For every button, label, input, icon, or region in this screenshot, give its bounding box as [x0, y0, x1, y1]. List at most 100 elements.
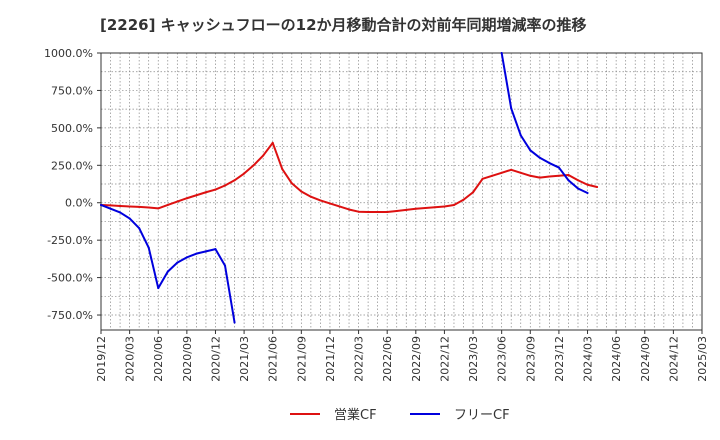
- data-point: [481, 177, 484, 180]
- data-point: [472, 191, 475, 194]
- data-point: [328, 202, 331, 205]
- series-1: [100, 141, 599, 214]
- data-point: [290, 182, 293, 185]
- y-tick-label: 250.0%: [51, 159, 93, 172]
- data-point: [233, 321, 236, 324]
- legend-item: 営業CF: [290, 407, 377, 423]
- y-tick-label: 500.0%: [51, 122, 93, 135]
- data-point: [538, 176, 541, 179]
- data-point: [357, 210, 360, 213]
- x-tick-label: 2022/03: [353, 336, 366, 382]
- data-point: [166, 203, 169, 206]
- x-tick-label: 2020/12: [209, 336, 222, 382]
- data-point: [100, 203, 102, 206]
- y-tick-label: -250.0%: [47, 234, 93, 247]
- data-point: [567, 179, 570, 182]
- data-point: [119, 205, 122, 208]
- data-point: [176, 261, 179, 264]
- x-axis: 2019/12 2020/03 2020/06 2020/09 2020/12 2021/…: [95, 330, 709, 382]
- x-tick-label: 2021/06: [267, 336, 280, 382]
- legend-item: フリーCF: [410, 408, 510, 423]
- data-point: [538, 156, 541, 159]
- x-tick-label: 2023/09: [524, 336, 537, 382]
- data-point: [185, 197, 188, 200]
- data-point: [252, 164, 255, 167]
- data-point: [557, 166, 560, 169]
- x-tick-label: 2021/12: [324, 336, 337, 382]
- data-point: [138, 205, 141, 208]
- data-point: [529, 149, 532, 152]
- legend: 営業CF フリーCF: [290, 407, 510, 423]
- data-point: [243, 172, 246, 175]
- chart-title: [2226] キャッシュフローの12か月移動合計の対前年同期増減率の推移: [100, 16, 587, 34]
- data-point: [233, 179, 236, 182]
- data-point: [224, 184, 227, 187]
- data-point: [548, 175, 551, 178]
- data-point: [271, 141, 274, 144]
- data-point: [500, 171, 503, 174]
- y-tick-label: -750.0%: [47, 309, 93, 322]
- data-point: [309, 195, 312, 198]
- plot-area: [101, 53, 702, 330]
- data-point: [348, 208, 351, 211]
- y-tick-label: -500.0%: [47, 272, 93, 285]
- plot-frame: [100, 52, 703, 331]
- data-point: [176, 200, 179, 203]
- x-tick-label: 2024/06: [610, 336, 623, 382]
- data-point: [204, 191, 207, 194]
- data-point: [443, 205, 446, 208]
- data-point: [147, 206, 150, 209]
- data-point: [433, 206, 436, 209]
- data-point: [262, 154, 265, 157]
- data-point: [586, 183, 589, 186]
- y-axis: 1000.0% 750.0% 500.0% 250.0% 0.0% -250.0% -500…: [44, 47, 101, 322]
- y-tick-label: 750.0%: [51, 84, 93, 97]
- legend-label: 営業CF: [334, 407, 377, 423]
- x-tick-label: 2021/09: [295, 336, 308, 382]
- data-point: [319, 199, 322, 202]
- data-point: [500, 52, 503, 54]
- data-point: [405, 208, 408, 211]
- data-point: [548, 162, 551, 165]
- data-point: [138, 227, 141, 230]
- data-point: [166, 270, 169, 273]
- x-tick-label: 2020/06: [152, 336, 165, 382]
- x-tick-label: 2024/03: [582, 336, 595, 382]
- data-point: [195, 194, 198, 197]
- data-point: [386, 211, 389, 214]
- data-point: [414, 207, 417, 210]
- data-point: [119, 211, 122, 214]
- x-tick-label: 2022/09: [410, 336, 423, 382]
- data-point: [224, 264, 227, 267]
- series-2: [100, 52, 589, 324]
- x-tick-label: 2021/03: [238, 336, 251, 382]
- x-tick-label: 2020/09: [181, 336, 194, 382]
- data-point: [452, 203, 455, 206]
- data-point: [576, 179, 579, 182]
- data-point: [214, 188, 217, 191]
- data-point: [424, 206, 427, 209]
- x-tick-label: 2020/03: [124, 336, 137, 382]
- x-tick-label: 2023/12: [553, 336, 566, 382]
- data-point: [519, 171, 522, 174]
- x-tick-label: 2019/12: [95, 336, 108, 382]
- data-point: [300, 190, 303, 193]
- data-point: [491, 174, 494, 177]
- data-point: [157, 287, 160, 290]
- data-point: [576, 187, 579, 190]
- x-tick-label: 2024/12: [667, 336, 680, 382]
- data-point: [529, 174, 532, 177]
- data-point: [204, 250, 207, 253]
- y-tick-label: 0.0%: [65, 197, 93, 210]
- data-point: [395, 209, 398, 212]
- x-tick-label: 2022/12: [438, 336, 451, 382]
- legend-label: フリーCF: [454, 408, 510, 423]
- x-tick-label: 2023/06: [496, 336, 509, 382]
- data-point: [462, 198, 465, 201]
- x-tick-label: 2023/03: [467, 336, 480, 382]
- x-tick-label: 2024/09: [639, 336, 652, 382]
- data-point: [510, 107, 513, 110]
- data-point: [109, 207, 112, 210]
- data-point: [586, 191, 589, 194]
